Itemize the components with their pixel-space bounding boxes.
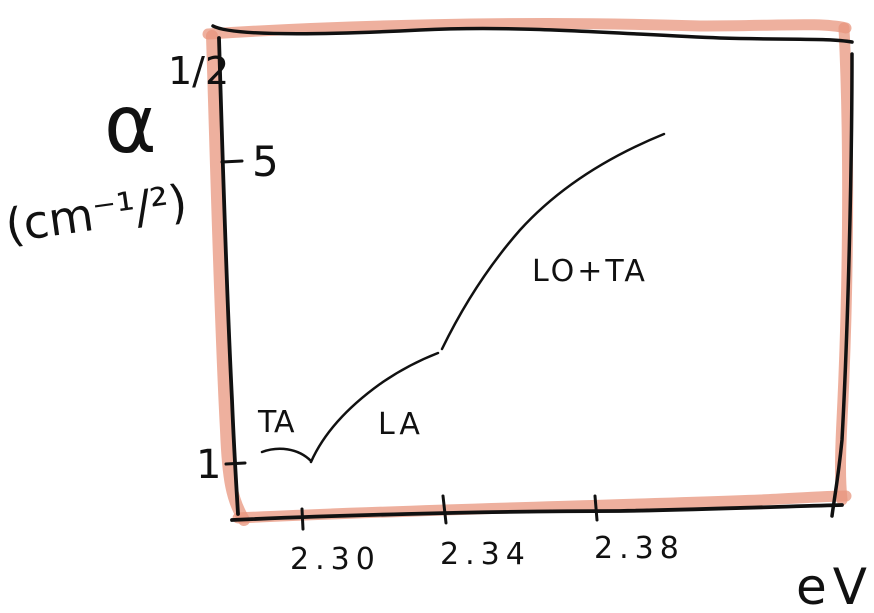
x-axis-label: eV: [796, 558, 873, 613]
x-tick-label-2-38: 2.38: [594, 531, 685, 566]
y-axis-symbol-exponent: 1/2: [168, 49, 229, 93]
x-tick-2-38: [593, 494, 599, 522]
x-tick-2-34: [441, 494, 448, 525]
curve-annotations: TA LA LO+TA: [257, 254, 648, 442]
annotation-la: LA: [378, 407, 424, 442]
highlighter-frame: [202, 18, 854, 526]
y-axis: [217, 36, 240, 516]
x-tick-label-2-34: 2.34: [440, 537, 531, 572]
frame-right-border: [830, 52, 854, 518]
x-tick-2-30: [300, 507, 305, 531]
y-tick-label-5: 5: [252, 137, 279, 186]
highlight-top: [202, 18, 852, 40]
x-tick-label-2-30: 2.30: [290, 542, 381, 577]
x-axis: [230, 503, 844, 522]
series-line-lo-ta: [440, 132, 666, 351]
highlight-bottom: [232, 490, 852, 524]
annotation-ta: TA: [257, 405, 295, 440]
y-axis-symbol-alpha: α: [104, 78, 157, 171]
y-ticks: 5 1: [196, 137, 279, 488]
series-line-la: [309, 351, 440, 464]
series-line-ta: [260, 447, 313, 463]
plot-frame: [211, 24, 854, 522]
y-tick-label-1: 1: [196, 442, 221, 488]
highlight-left: [206, 30, 250, 526]
annotation-lo-ta: LO+TA: [532, 254, 648, 289]
curves: [260, 132, 666, 464]
y-tick-1: [224, 461, 247, 466]
y-tick-5: [220, 159, 244, 164]
frame-top-border: [211, 24, 854, 44]
x-ticks: 2.30 2.34 2.38: [290, 494, 685, 577]
y-axis-label: α 1/2 (cm⁻¹/²): [2, 49, 229, 253]
y-axis-unit: (cm⁻¹/²): [2, 174, 190, 253]
